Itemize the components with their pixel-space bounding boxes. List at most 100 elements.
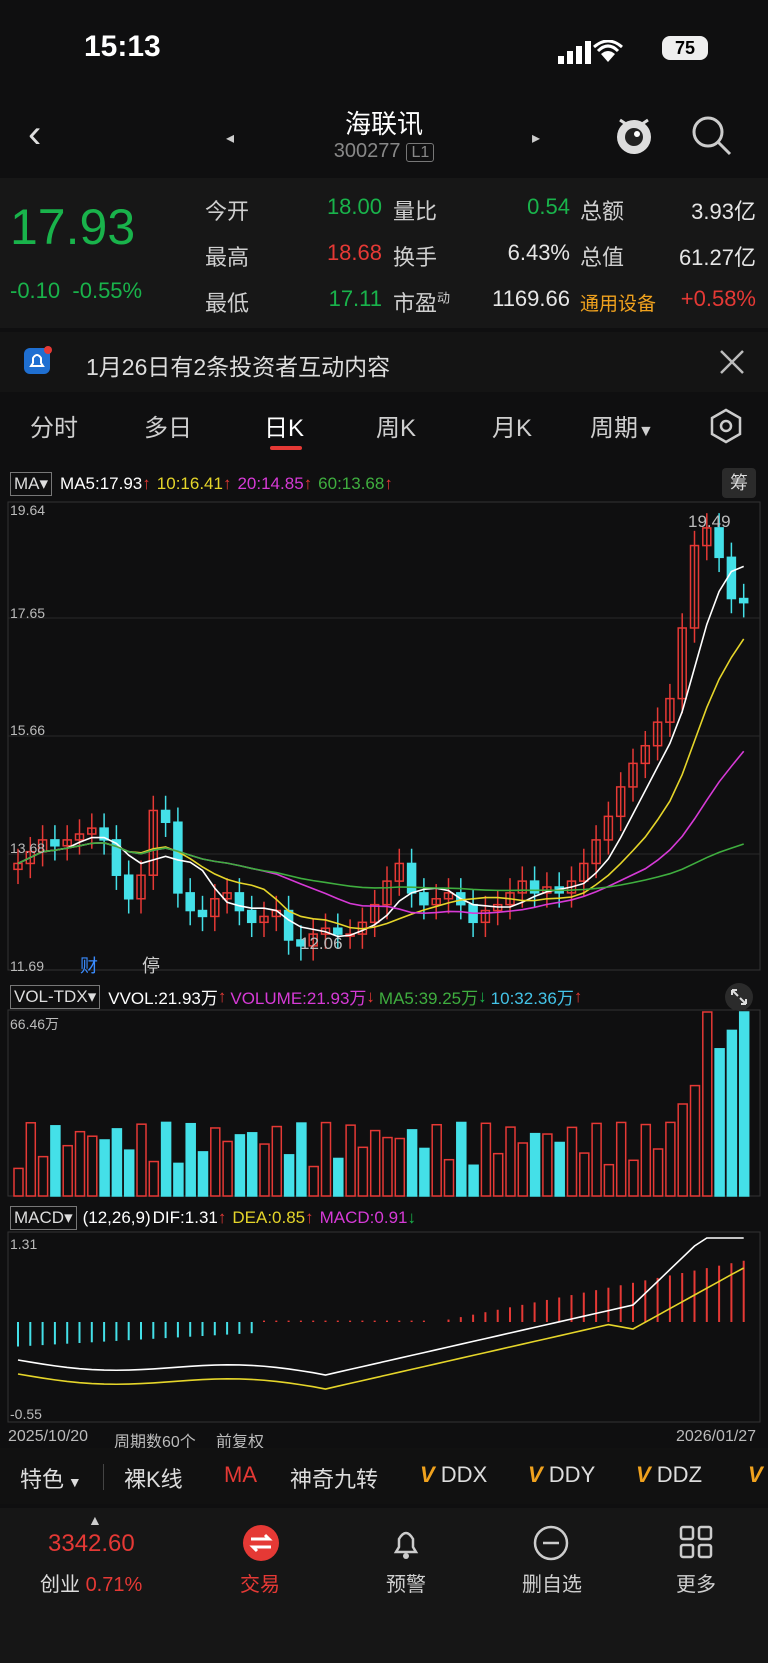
tab-period[interactable]: 周期▼ <box>590 415 654 442</box>
tab-daily-k[interactable]: 日K <box>264 415 305 442</box>
volume-bar <box>394 1137 406 1197</box>
macd-bottom-label: -0.55 <box>10 1406 42 1422</box>
candle-body <box>308 933 318 947</box>
settings-icon[interactable] <box>708 408 744 444</box>
candle-body <box>197 909 208 918</box>
volume-bar <box>443 1158 455 1197</box>
finance-mark[interactable]: 财 <box>80 956 98 976</box>
ma-selector[interactable]: MA▾ <box>10 472 53 496</box>
kline-chart[interactable] <box>0 0 768 1430</box>
next-stock-icon[interactable]: ▸ <box>532 130 541 147</box>
close-icon[interactable] <box>718 348 746 376</box>
trade-icon[interactable] <box>242 1524 280 1562</box>
tool-more-v-icon[interactable]: V <box>748 1462 763 1487</box>
volume-bar <box>566 1126 578 1197</box>
tab-weekly-k[interactable]: 周K <box>376 415 417 442</box>
candle-body <box>689 544 700 629</box>
volume-bar <box>517 1142 529 1197</box>
volume-bar <box>492 1152 504 1197</box>
nav-more[interactable]: 更多 <box>676 1574 716 1596</box>
nav-trade[interactable]: 交易 <box>240 1574 280 1596</box>
tab-monthly-k[interactable]: 月K <box>492 415 533 442</box>
candle-body <box>222 892 232 900</box>
volume-bar <box>382 1136 393 1197</box>
volume-bar <box>419 1147 430 1197</box>
candle-body <box>111 839 122 876</box>
volume-bar <box>271 1125 283 1197</box>
notice-text[interactable]: 1月26日有2条投资者互动内容 <box>86 354 391 380</box>
tab-intraday[interactable]: 分时 <box>30 415 78 442</box>
suspension-mark[interactable]: 停 <box>142 956 160 976</box>
bell-icon <box>24 346 52 374</box>
mascot-icon[interactable] <box>612 112 656 158</box>
candle-body <box>382 880 392 906</box>
search-icon[interactable] <box>690 114 734 158</box>
quote-label: 量比 <box>393 199 438 224</box>
adjust-mode[interactable]: 前复权 <box>216 1434 265 1451</box>
volume-bar <box>333 1157 344 1197</box>
tool-ddx[interactable]: V DDX <box>420 1462 488 1487</box>
divider <box>103 1464 104 1490</box>
candle-body <box>246 909 257 924</box>
volume-bar <box>185 1122 196 1197</box>
volume-bar <box>542 1133 553 1197</box>
alert-bell-icon[interactable] <box>388 1524 424 1562</box>
volume-bar <box>111 1128 123 1197</box>
candle-body <box>160 809 171 823</box>
candle-body <box>333 927 343 935</box>
dif-line <box>17 1237 744 1376</box>
candle-body <box>665 697 675 723</box>
index-info[interactable]: 创业 0.71% <box>40 1574 143 1596</box>
level-badge: L1 <box>406 143 435 162</box>
tool-ma[interactable]: MA <box>224 1462 257 1487</box>
volume-bar <box>13 1167 24 1197</box>
nav-remove-watchlist[interactable]: 删自选 <box>522 1574 582 1596</box>
volume-bar <box>603 1163 615 1197</box>
tool-ddy[interactable]: V DDY <box>528 1462 596 1487</box>
tool-ddz[interactable]: V DDZ <box>636 1462 703 1487</box>
volume-bar <box>456 1121 467 1197</box>
candle-body <box>406 862 417 894</box>
remove-watchlist-icon[interactable] <box>532 1524 570 1562</box>
notice-bar[interactable] <box>0 332 768 392</box>
candle-body <box>431 898 441 906</box>
tool-featured[interactable]: 特色 ▼ <box>20 1467 82 1492</box>
volume-bar <box>702 1011 713 1197</box>
volume-bar <box>160 1121 172 1197</box>
volume-bar <box>529 1132 541 1197</box>
nav-alert[interactable]: 预警 <box>386 1574 426 1596</box>
candle-body <box>99 827 109 841</box>
volume-bar <box>74 1130 86 1197</box>
candle-body <box>628 762 638 788</box>
quote-label: 今开 <box>205 199 250 224</box>
volume-bar <box>246 1132 258 1197</box>
volume-bar <box>665 1121 676 1197</box>
index-value[interactable]: 3342.60 <box>48 1530 135 1557</box>
back-icon[interactable]: ‹ <box>28 112 42 156</box>
chip-distribution-button[interactable]: 筹 <box>722 468 756 498</box>
ma-line <box>17 565 745 938</box>
tool-nine-turn[interactable]: 神奇九转 <box>290 1467 379 1492</box>
more-grid-icon[interactable] <box>678 1524 714 1560</box>
volume-bar <box>283 1154 295 1197</box>
quote-value: +0.58% <box>680 286 756 311</box>
macd-selector[interactable]: MACD▾ <box>10 1206 77 1230</box>
vol-selector[interactable]: VOL-TDX▾ <box>10 984 101 1009</box>
quote-value: 61.27亿 <box>678 245 756 270</box>
volume-bar <box>62 1144 73 1197</box>
expand-icon[interactable] <box>724 982 754 1012</box>
quote-value: 0.54 <box>527 194 570 219</box>
tool-naked-k[interactable]: 裸K线 <box>124 1467 183 1492</box>
prev-stock-icon[interactable]: ◂ <box>226 130 235 147</box>
volume-bar <box>148 1160 160 1197</box>
bottom-nav <box>0 1508 768 1663</box>
candle-body <box>394 862 405 882</box>
volume-bar <box>431 1123 442 1197</box>
volume-bar <box>738 1011 750 1197</box>
volume-bar <box>677 1103 688 1197</box>
tab-multi-day[interactable]: 多日 <box>144 415 192 442</box>
collapse-up-icon[interactable]: ▲ <box>88 1512 102 1528</box>
candle-body <box>702 527 712 547</box>
candle-body <box>136 874 146 900</box>
candle-body <box>419 892 429 906</box>
